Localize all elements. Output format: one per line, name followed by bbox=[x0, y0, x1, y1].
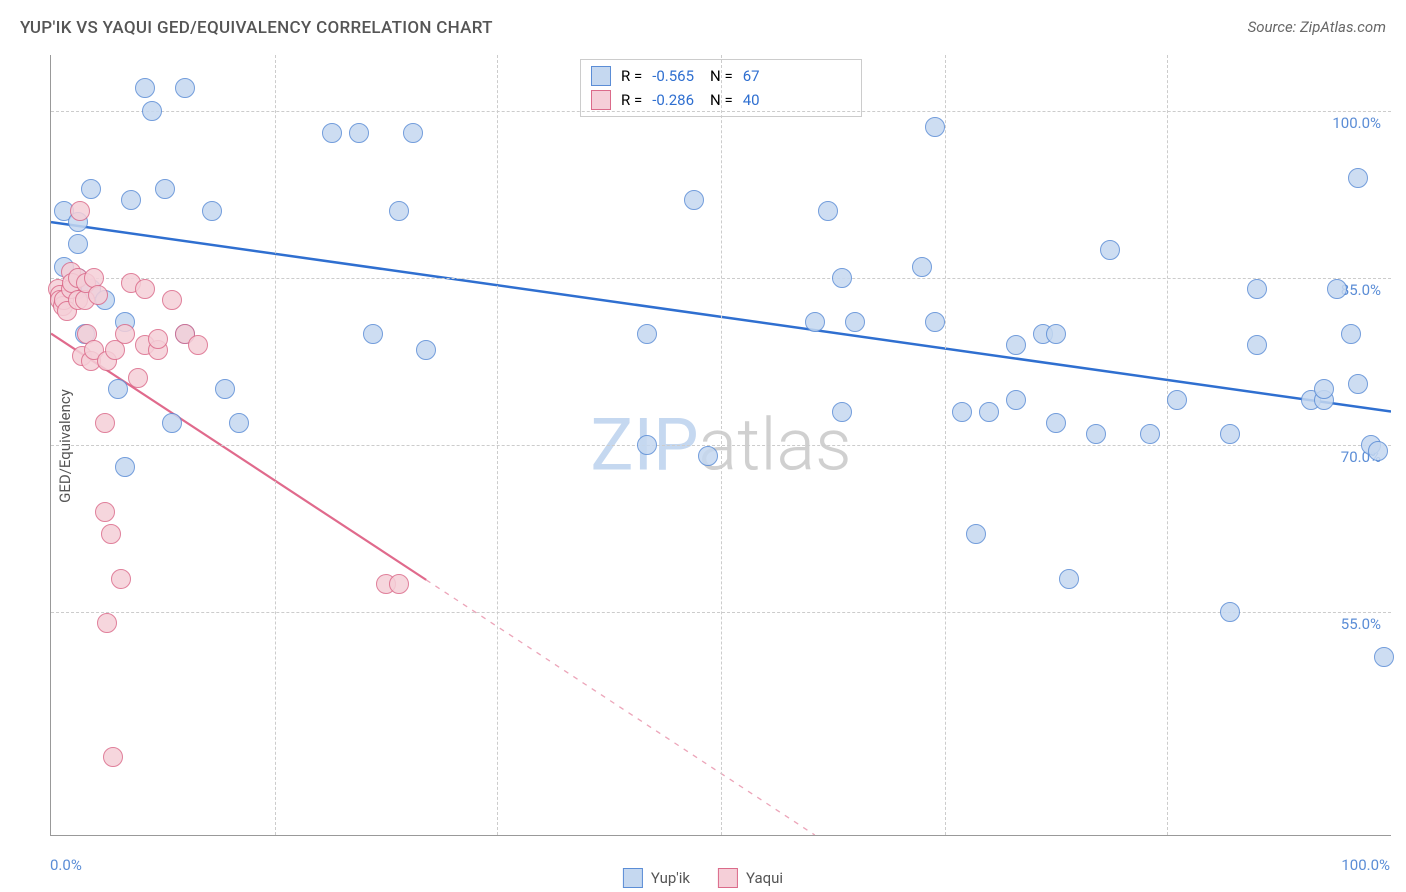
scatter-point bbox=[1327, 279, 1347, 299]
gridline-v bbox=[721, 55, 722, 835]
scatter-point bbox=[1348, 374, 1368, 394]
scatter-point bbox=[1220, 602, 1240, 622]
scatter-point bbox=[1140, 424, 1160, 444]
scatter-point bbox=[128, 368, 148, 388]
scatter-point bbox=[1220, 424, 1240, 444]
chart-title: YUP'IK VS YAQUI GED/EQUIVALENCY CORRELAT… bbox=[20, 18, 493, 38]
scatter-point bbox=[68, 234, 88, 254]
scatter-point bbox=[966, 524, 986, 544]
scatter-point bbox=[111, 569, 131, 589]
scatter-point bbox=[135, 279, 155, 299]
scatter-point bbox=[215, 379, 235, 399]
legend-swatch-series1 bbox=[623, 868, 643, 888]
scatter-point bbox=[912, 257, 932, 277]
scatter-point bbox=[818, 201, 838, 221]
stat-n-value-1: 67 bbox=[743, 67, 760, 85]
legend-item-series1: Yup'ik bbox=[623, 868, 690, 888]
scatter-point bbox=[363, 324, 383, 344]
scatter-point bbox=[1086, 424, 1106, 444]
scatter-point bbox=[1059, 569, 1079, 589]
scatter-point bbox=[101, 524, 121, 544]
scatter-point bbox=[1167, 390, 1187, 410]
gridline-v bbox=[945, 55, 946, 835]
scatter-point bbox=[684, 190, 704, 210]
scatter-point bbox=[637, 324, 657, 344]
scatter-point bbox=[845, 312, 865, 332]
scatter-point bbox=[805, 312, 825, 332]
legend-swatch-series2 bbox=[718, 868, 738, 888]
scatter-point bbox=[162, 290, 182, 310]
scatter-point bbox=[698, 446, 718, 466]
scatter-point bbox=[1247, 279, 1267, 299]
scatter-point bbox=[832, 268, 852, 288]
scatter-point bbox=[322, 123, 342, 143]
scatter-point bbox=[952, 402, 972, 422]
scatter-point bbox=[95, 502, 115, 522]
scatter-point bbox=[1006, 390, 1026, 410]
scatter-point bbox=[115, 457, 135, 477]
scatter-point bbox=[148, 329, 168, 349]
legend-label-series2: Yaqui bbox=[746, 869, 783, 887]
scatter-point bbox=[88, 285, 108, 305]
scatter-point bbox=[389, 201, 409, 221]
scatter-point bbox=[142, 101, 162, 121]
scatter-point bbox=[95, 413, 115, 433]
stat-n-value-2: 40 bbox=[743, 91, 760, 109]
stat-r-label: R = bbox=[621, 67, 642, 85]
legend-item-series2: Yaqui bbox=[718, 868, 783, 888]
scatter-point bbox=[349, 123, 369, 143]
scatter-point bbox=[229, 413, 249, 433]
gridline-v bbox=[1167, 55, 1168, 835]
scatter-point bbox=[70, 201, 90, 221]
scatter-point bbox=[188, 335, 208, 355]
scatter-point bbox=[979, 402, 999, 422]
scatter-point bbox=[1006, 335, 1026, 355]
y-tick-label: 55.0% bbox=[1341, 615, 1381, 633]
scatter-point bbox=[925, 312, 945, 332]
scatter-point bbox=[115, 324, 135, 344]
scatter-point bbox=[175, 78, 195, 98]
scatter-point bbox=[108, 379, 128, 399]
scatter-point bbox=[1046, 413, 1066, 433]
legend-bottom: Yup'ik Yaqui bbox=[623, 868, 783, 888]
scatter-point bbox=[832, 402, 852, 422]
scatter-point bbox=[1046, 324, 1066, 344]
scatter-point bbox=[103, 747, 123, 767]
trend-line-dashed bbox=[426, 580, 815, 835]
source-citation: Source: ZipAtlas.com bbox=[1248, 18, 1386, 36]
x-tick-min: 0.0% bbox=[50, 856, 82, 874]
scatter-point bbox=[1100, 240, 1120, 260]
scatter-point bbox=[1368, 441, 1388, 461]
scatter-point bbox=[1341, 324, 1361, 344]
scatter-point bbox=[637, 435, 657, 455]
scatter-point bbox=[121, 190, 141, 210]
stat-r-label: R = bbox=[621, 91, 642, 109]
scatter-point bbox=[97, 613, 117, 633]
y-tick-label: 100.0% bbox=[1332, 114, 1381, 132]
scatter-point bbox=[155, 179, 175, 199]
scatter-point bbox=[135, 78, 155, 98]
scatter-point bbox=[81, 179, 101, 199]
scatter-point bbox=[162, 413, 182, 433]
plot-area: ZIPatlas R = -0.565 N = 67 R = -0.286 N … bbox=[50, 55, 1391, 836]
scatter-point bbox=[202, 201, 222, 221]
swatch-series2 bbox=[591, 90, 611, 110]
stat-r-value-2: -0.286 bbox=[652, 91, 694, 109]
swatch-series1 bbox=[591, 66, 611, 86]
scatter-point bbox=[1374, 647, 1394, 667]
chart-container: YUP'IK VS YAQUI GED/EQUIVALENCY CORRELAT… bbox=[0, 0, 1406, 892]
scatter-point bbox=[389, 574, 409, 594]
scatter-point bbox=[1348, 168, 1368, 188]
gridline-v bbox=[497, 55, 498, 835]
gridline-v bbox=[275, 55, 276, 835]
scatter-point bbox=[1314, 379, 1334, 399]
stat-r-value-1: -0.565 bbox=[652, 67, 694, 85]
scatter-point bbox=[925, 117, 945, 137]
scatter-point bbox=[416, 340, 436, 360]
scatter-point bbox=[1247, 335, 1267, 355]
scatter-point bbox=[403, 123, 423, 143]
legend-label-series1: Yup'ik bbox=[651, 869, 690, 887]
x-tick-max: 100.0% bbox=[1341, 856, 1390, 874]
